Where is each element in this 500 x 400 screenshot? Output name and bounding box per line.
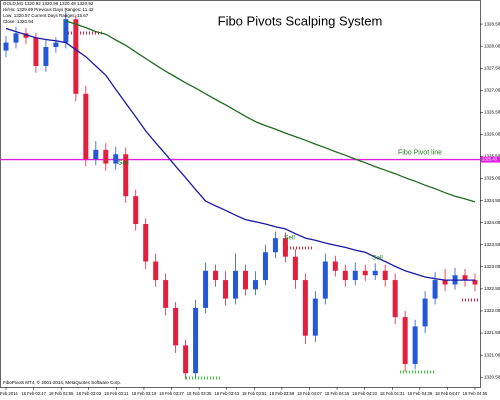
annotation: Sell [118,160,129,167]
candle-body [3,42,9,51]
x-tick-label: 18 Feb 03:35 [187,391,212,396]
candle-body [432,280,438,299]
x-tick-label: 18 Feb 03:43 [214,391,239,396]
candle-body [252,280,258,290]
candle-body [203,270,209,308]
candle-body [312,298,318,336]
moving-average [65,20,476,203]
candle-body [442,280,448,285]
x-tick-label: 18 Feb 03:59 [270,391,295,396]
pivot-tag [481,156,500,163]
candle-body [103,149,109,164]
candle-body [83,93,89,160]
candle-body [372,270,378,276]
y-tick-label: 1321.50 [484,330,500,335]
candle-body [143,224,149,262]
y-tick-label: 1324.00 [484,220,500,225]
candle-body [392,280,398,318]
candle-body [272,238,278,253]
moving-average [5,27,475,281]
candle-body [282,238,288,257]
pivot-label: Fibo Pivot line [398,149,442,156]
x-tick-label: 18 Feb 02:47 [21,391,46,396]
y-tick-label: 1323.00 [484,264,500,269]
chart-title: Fibo Pivots Scalping System [218,13,383,28]
y-tick-label: 1328.00 [484,43,500,48]
candle-body [163,280,169,308]
plot-frame [0,0,481,388]
y-tick-label: 1328.50 [484,21,500,26]
info-line: Hi/Ho: 1329.69 Previous Days Ranges: 11.… [3,7,94,12]
x-tick-label: 18 Feb 03:19 [132,391,157,396]
candle-body [462,275,468,281]
candle-body [292,256,298,281]
annotation: Sell [284,235,295,242]
footer: FiboPivots MT4, © 2001-2014, MetaQuotes … [3,379,121,385]
candle-body [133,196,139,225]
candle-body [332,261,338,271]
x-tick-label: 18 Feb 04:15 [325,391,350,396]
x-tick-label: 18 Feb 03:27 [159,391,184,396]
info-line: Close: 1320.94 [3,19,34,24]
x-tick-label: 18 Feb 2014 [0,391,18,396]
y-tick-label: 1326.50 [484,110,500,115]
y-tick-label: 1325.00 [484,176,500,181]
candle-body [322,261,328,299]
candle-body [43,47,49,66]
candle-body [33,37,39,66]
candle-body [213,270,219,281]
x-tick-label: 18 Feb 04:55 [463,391,488,396]
candle-body [242,270,248,290]
info-line: Low: 1320.57 Current Days Ranges: 15.67 [3,13,89,18]
candle-body [73,19,79,94]
x-tick-label: 18 Feb 04:07 [297,391,322,396]
candle-body [472,280,478,285]
x-tick-label: 18 Feb 04:47 [435,391,460,396]
candle-body [123,154,129,197]
y-tick-label: 1326.00 [484,132,500,137]
x-tick-label: 18 Feb 04:31 [380,391,405,396]
candle-body [113,154,119,164]
y-tick-label: 1321.00 [484,352,500,357]
y-tick-label: 1324.50 [484,198,500,203]
x-tick-label: 18 Feb 02:55 [49,391,74,396]
candle-body [402,317,408,364]
candle-body [262,252,268,281]
candle-body [362,270,368,276]
candle-body [13,33,19,43]
annotation: Sell [372,255,383,262]
candle-body [352,270,358,281]
x-tick-label: 18 Feb 03:51 [242,391,267,396]
candle-body [412,326,418,364]
y-tick-label: 1320.50 [484,374,500,379]
y-tick-label: 1322.50 [484,286,500,291]
candle-body [63,19,69,43]
candle-body [382,270,388,281]
candle-body [53,42,59,48]
candle-body [193,307,199,374]
x-tick-label: 18 Feb 04:23 [352,391,377,396]
candle-body [342,270,348,281]
x-tick-label: 18 Feb 03:03 [76,391,101,396]
candle-body [93,149,99,160]
y-tick-label: 1327.50 [484,65,500,70]
x-tick-label: 18 Feb 03:11 [104,391,129,396]
candle-body [233,270,239,299]
y-tick-label: 1325.50 [484,154,500,159]
candle-body [153,261,159,281]
x-tick-label: 18 Feb 04:39 [407,391,432,396]
y-tick-label: 1327.00 [484,87,500,92]
pivot-tag-label: 1325.43 [482,157,498,162]
candle-body [302,280,308,336]
y-tick-label: 1323.50 [484,242,500,247]
candle-body [183,345,189,374]
candle-body [173,307,179,346]
candle-body [422,298,428,327]
candle-body [23,33,29,38]
candle-body [223,280,229,299]
y-tick-label: 1322.00 [484,308,500,313]
info-line: GOLD,M1 1320.92 1320.96 1320.49 1320.92 [3,1,94,6]
